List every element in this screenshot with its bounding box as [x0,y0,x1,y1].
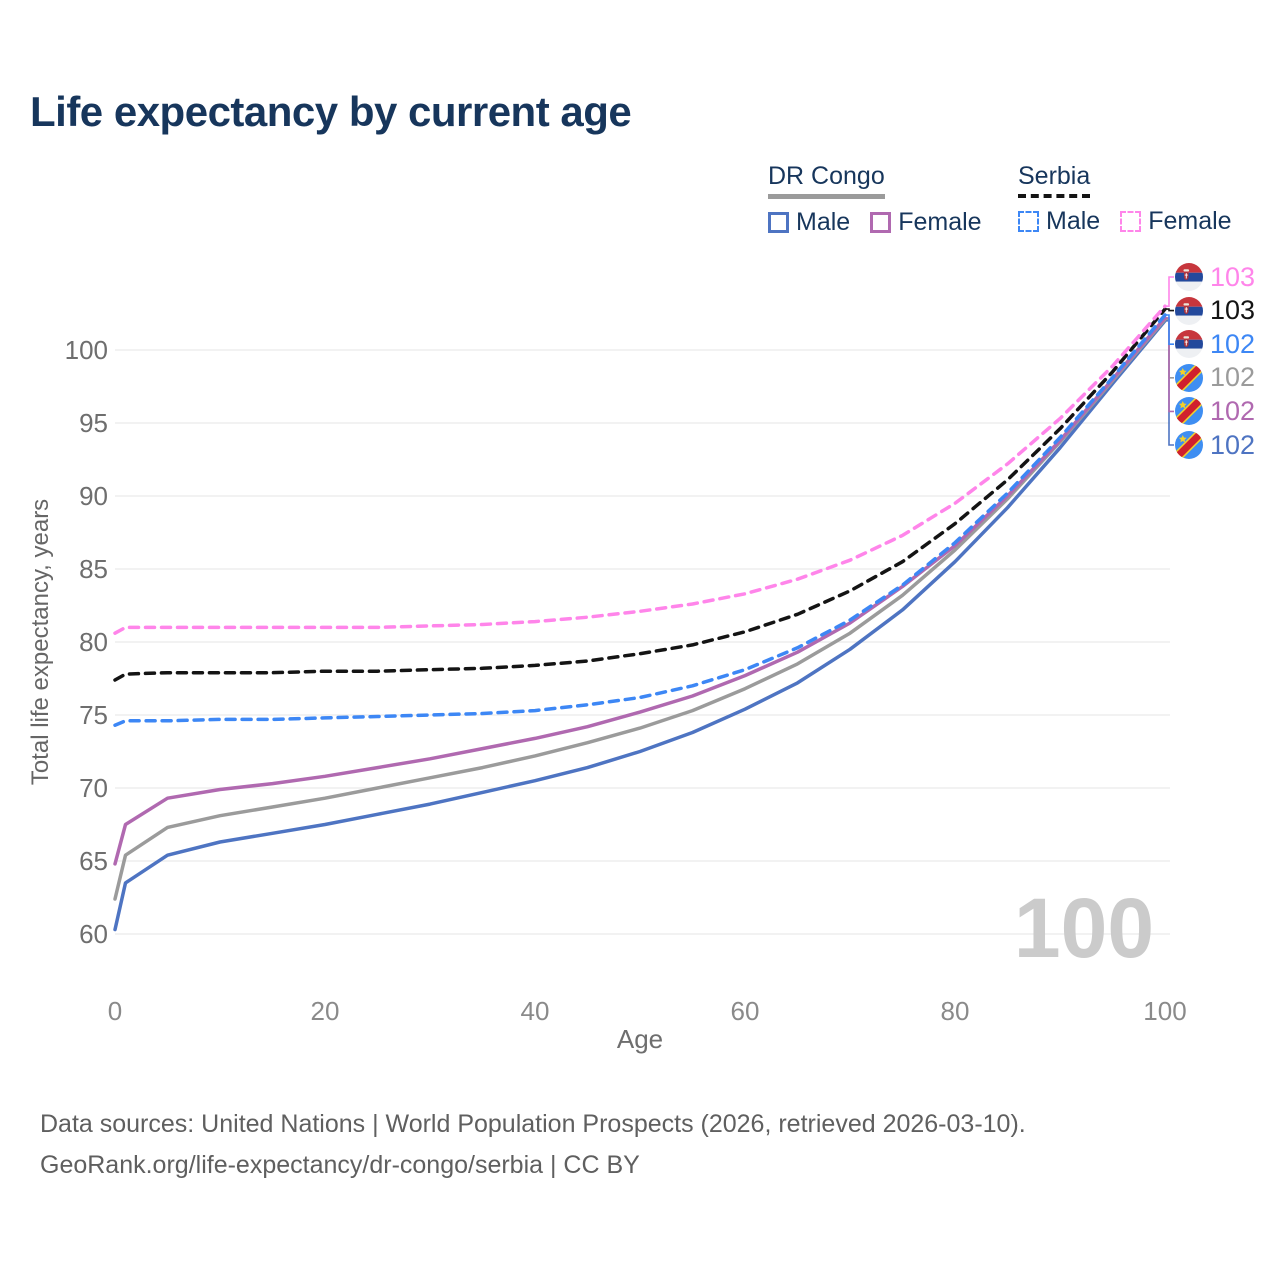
end-label-serbia-male: 102 [1175,327,1255,361]
y-tick-100: 100 [65,335,108,365]
serbia-flag-icon [1175,330,1203,359]
end-label-dr-congo-both-sexes: 102 [1175,361,1255,395]
y-tick-70: 70 [79,773,108,803]
leader-line-serbia-male [1166,314,1174,345]
leader-line-dr-congo-male [1166,320,1174,446]
dr-congo-flag-icon [1175,397,1203,426]
legend-label: Male [1046,207,1101,235]
y-axis-title: Total life expectancy, years [27,499,54,785]
legend-label: Female [898,208,982,236]
page-title: Life expectancy by current age [30,88,632,135]
age-watermark: 100 [1014,881,1154,975]
end-value: 103 [1210,261,1256,292]
legend-item-dr-congo-male[interactable]: Male [768,208,850,237]
legend-item-dr-congo-female[interactable]: Female [870,208,982,237]
y-tick-65: 65 [79,846,108,876]
legend-item-serbia-male[interactable]: Male [1018,207,1100,236]
y-tick-90: 90 [79,481,108,511]
series-line-dr-congo-male[interactable] [113,319,1167,932]
leader-line-dr-congo-female [1166,317,1174,413]
gridlines [115,349,1170,935]
end-value: 102 [1210,328,1256,359]
series-line-serbia-both-sexes[interactable] [113,307,1167,682]
legend-swatch-dr-congo-female-icon [870,212,892,233]
end-value: 102 [1210,429,1256,460]
footer-link: GeoRank.org/life-expectancy/dr-congo/ser… [40,1151,640,1179]
footer: Data sources: United Nations | World Pop… [40,1104,1026,1186]
y-axis-ticks: 60 65 70 75 80 85 90 95 100 [65,335,108,949]
x-axis-ticks: 0 20 40 60 80 100 [108,996,1187,1026]
x-tick-0: 0 [108,996,122,1026]
leader-line-serbia-female [1166,276,1174,307]
end-label-dr-congo-female: 102 [1175,394,1255,428]
serbia-flag-icon [1175,263,1203,291]
end-label-serbia-female: 103 [1175,260,1255,294]
leader-line-dr-congo-both-sexes [1166,318,1174,379]
y-tick-80: 80 [79,627,108,657]
series-line-serbia-male[interactable] [113,313,1167,727]
end-label-serbia-both-sexes: 103 [1175,294,1255,328]
end-value: 102 [1210,362,1256,393]
y-tick-60: 60 [79,919,108,949]
legend-group-serbia: Serbia Male Female [1018,162,1232,236]
dr-congo-flag-icon [1175,363,1203,392]
series-line-dr-congo-both-sexes[interactable] [113,317,1167,901]
x-tick-20: 20 [311,996,340,1026]
serbia-flag-icon [1175,296,1203,325]
leader-line-serbia-both-sexes [1166,308,1174,312]
leader-lines [1166,276,1174,446]
y-tick-75: 75 [79,700,108,730]
x-tick-40: 40 [521,996,550,1026]
legend-country-serbia[interactable]: Serbia [1018,162,1091,198]
end-value: 103 [1210,295,1256,326]
legend-item-serbia-female[interactable]: Female [1120,207,1232,236]
y-tick-95: 95 [79,408,108,438]
x-tick-80: 80 [941,996,970,1026]
legend-swatch-serbia-female-icon [1120,211,1142,232]
legend-country-dr-congo[interactable]: DR Congo [768,162,885,199]
dr-congo-flag-icon [1175,431,1203,459]
legend-label: Male [796,208,851,236]
legend-group-dr-congo: DR Congo Male Female [768,162,982,237]
legend-swatch-dr-congo-male-icon [768,212,789,233]
x-tick-100: 100 [1143,996,1186,1026]
legend-swatch-serbia-male-icon [1018,211,1039,232]
y-tick-85: 85 [79,554,108,584]
line-chart: 100 60 65 70 75 80 85 90 95 100 0 20 40 60 80 100 Age… [27,276,1187,1054]
series-line-dr-congo-female[interactable] [113,316,1167,866]
x-axis-title: Age [617,1024,663,1054]
x-tick-60: 60 [731,996,760,1026]
series-line-serbia-female[interactable] [113,304,1167,635]
footer-sources: Data sources: United Nations | World Pop… [40,1110,1026,1138]
end-label-dr-congo-male: 102 [1175,428,1255,462]
end-value: 102 [1210,395,1256,426]
legend-label: Female [1148,207,1232,235]
series-lines [113,304,1167,932]
